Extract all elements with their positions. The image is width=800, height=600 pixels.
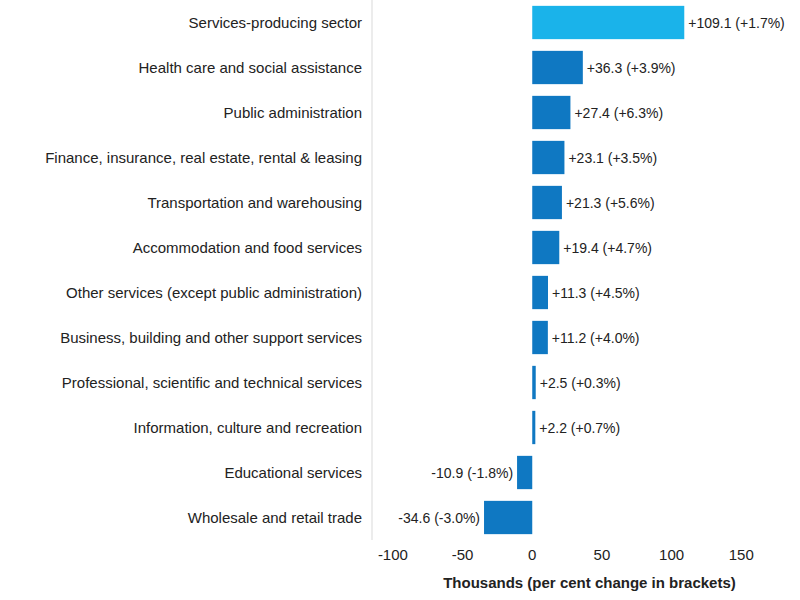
data-label: -34.6 (-3.0%)	[398, 510, 480, 526]
bar	[532, 6, 684, 39]
category-label: Services-producing sector	[189, 14, 362, 31]
data-label: +11.2 (+4.0%)	[552, 330, 640, 346]
data-label: +27.4 (+6.3%)	[574, 105, 663, 121]
tick-label: -50	[452, 546, 474, 563]
bar	[532, 231, 559, 264]
category-label: Other services (except public administra…	[66, 284, 362, 301]
bar	[532, 276, 548, 309]
data-label: +2.5 (+0.3%)	[540, 375, 621, 391]
bar	[532, 411, 535, 444]
category-label: Health care and social assistance	[139, 59, 362, 76]
axis-range-line	[372, 0, 373, 540]
bar	[517, 456, 532, 489]
tick-label: 150	[729, 546, 754, 563]
category-label: Business, building and other support ser…	[60, 329, 362, 346]
axis-title: Thousands (per cent change in brackets)	[443, 574, 736, 591]
tick-label: 50	[594, 546, 611, 563]
data-label: +21.3 (+5.6%)	[566, 195, 655, 211]
bar	[532, 366, 535, 399]
tick-label: 0	[528, 546, 536, 563]
data-label: +11.3 (+4.5%)	[552, 285, 640, 301]
bar	[532, 96, 570, 129]
data-label: +2.2 (+0.7%)	[539, 420, 620, 436]
data-label: -10.9 (-1.8%)	[431, 465, 513, 481]
category-label: Transportation and warehousing	[147, 194, 362, 211]
category-label: Public administration	[224, 104, 362, 121]
tick-label: 100	[659, 546, 684, 563]
bar	[532, 141, 564, 174]
chart: Services-producing sector +109.1 (+1.7%) H…	[0, 0, 800, 600]
category-label: Educational services	[224, 464, 362, 481]
tick-label: -100	[378, 546, 408, 563]
bar	[532, 321, 548, 354]
bar	[484, 501, 532, 534]
data-label: +19.4 (+4.7%)	[563, 240, 652, 256]
data-label: +109.1 (+1.7%)	[688, 15, 785, 31]
data-label: +36.3 (+3.9%)	[587, 60, 676, 76]
bars	[484, 6, 684, 534]
labels: Services-producing sector +109.1 (+1.7%) H…	[45, 14, 785, 526]
category-label: Wholesale and retail trade	[188, 509, 362, 526]
data-label: +23.1 (+3.5%)	[568, 150, 657, 166]
bar	[532, 51, 583, 84]
bar	[532, 186, 562, 219]
category-label: Information, culture and recreation	[134, 419, 362, 436]
category-label: Professional, scientific and technical s…	[62, 374, 362, 391]
category-label: Finance, insurance, real estate, rental …	[45, 149, 362, 166]
category-label: Accommodation and food services	[133, 239, 362, 256]
